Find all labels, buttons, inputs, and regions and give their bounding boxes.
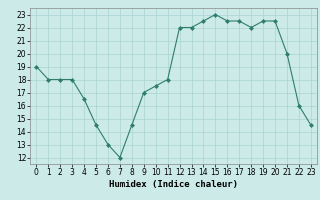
X-axis label: Humidex (Indice chaleur): Humidex (Indice chaleur)	[109, 180, 238, 189]
